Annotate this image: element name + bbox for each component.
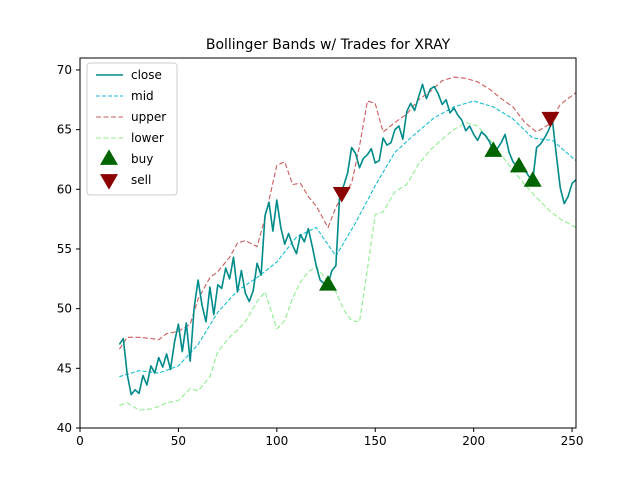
buy-marker-0 (319, 275, 337, 291)
x-tick-label-200: 200 (462, 434, 485, 448)
x-tick-label-150: 150 (364, 434, 387, 448)
x-tick-label-0: 0 (76, 434, 84, 448)
sell-marker-0 (332, 187, 351, 203)
series-line-mid (119, 100, 576, 378)
axes-frame (79, 57, 577, 429)
chart-title: Bollinger Bands w/ Trades for XRAY (206, 37, 451, 53)
legend-label-upper: upper (131, 110, 166, 124)
y-tick-label-50: 50 (57, 302, 72, 316)
buy-marker-2 (509, 156, 528, 173)
x-tick-label-250: 250 (561, 434, 584, 448)
x-tick-label-50: 50 (171, 434, 186, 448)
legend-label-sell: sell (131, 173, 151, 187)
y-tick-label-40: 40 (57, 421, 72, 435)
legend-label-buy: buy (131, 152, 153, 166)
legend-label-mid: mid (131, 89, 154, 103)
legend-swatch-buy (100, 149, 118, 165)
plot-area (118, 76, 576, 411)
series-line-upper (118, 76, 576, 350)
y-tick-label-60: 60 (57, 182, 72, 196)
y-tick-label-45: 45 (57, 361, 72, 375)
buy-marker-3 (523, 171, 542, 187)
sell-marker-1 (541, 111, 560, 128)
legend-swatch-sell (100, 174, 118, 190)
buy-marker-1 (484, 141, 503, 157)
series-line-close (118, 83, 576, 396)
plot-clip-group (118, 76, 576, 411)
legend-label-close: close (131, 68, 162, 82)
axis-ticks: 0 50 100 150 200 250 40 45 50 55 60 65 70 (57, 63, 584, 448)
legend: close mid upper lower buy sell (86, 62, 178, 196)
y-tick-label-65: 65 (57, 123, 72, 137)
series-line-lower (119, 121, 576, 411)
x-tick-label-100: 100 (265, 434, 288, 448)
legend-label-lower: lower (131, 131, 164, 145)
y-tick-label-55: 55 (57, 242, 72, 256)
y-tick-label-70: 70 (57, 63, 72, 77)
